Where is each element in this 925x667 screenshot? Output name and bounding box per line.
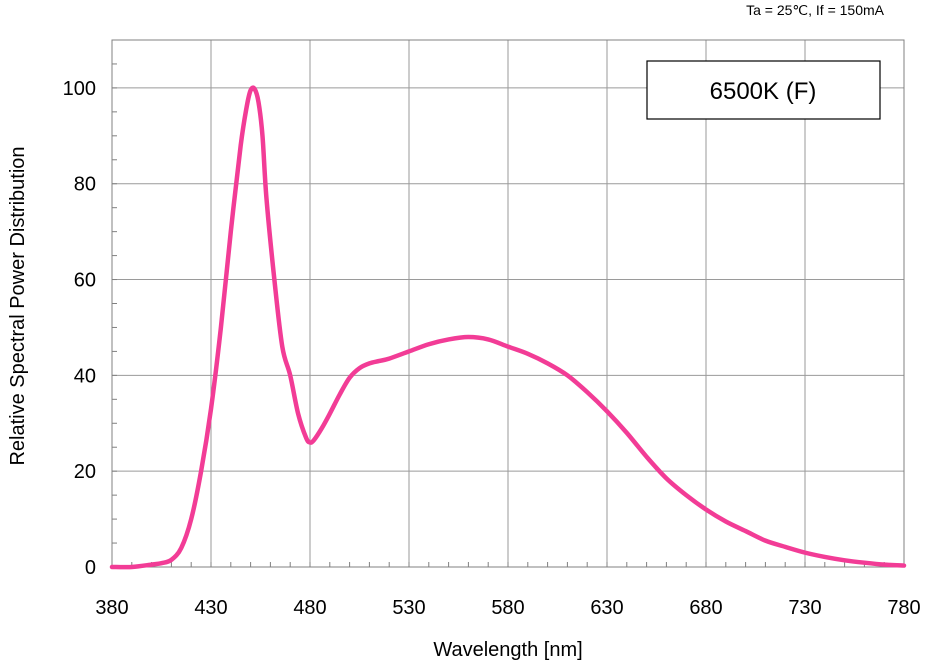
legend-box-frame [646, 60, 881, 120]
legend-box: 6500K (F) [646, 60, 881, 120]
x-tick-label: 580 [491, 597, 524, 619]
legend-box-label: 6500K (F) [710, 78, 817, 105]
y-tick-label: 60 [74, 270, 96, 292]
x-tick-label: 780 [887, 597, 920, 619]
x-tick-label: 630 [590, 597, 623, 619]
y-tick-label: 40 [74, 365, 96, 387]
x-tick-label: 430 [194, 597, 227, 619]
y-tick-label: 20 [74, 461, 96, 483]
x-tick-label: 480 [293, 597, 326, 619]
y-axis-label: Relative Spectral Power Distribution [7, 146, 29, 465]
series-layer [109, 85, 907, 570]
y-tick-label: 0 [85, 557, 96, 579]
x-tick-label: 380 [95, 597, 128, 619]
y-tick-labels: 0 20 40 60 80 100 [63, 78, 96, 579]
plot-border [111, 39, 905, 568]
conditions-label: Ta = 25℃, If = 150mA [746, 2, 885, 18]
x-tick-label: 530 [392, 597, 425, 619]
x-tick-label: 730 [788, 597, 821, 619]
x-axis-label: Wavelength [nm] [433, 639, 582, 661]
minor-ticks [111, 39, 905, 568]
y-tick-label: 80 [74, 174, 96, 196]
x-tick-label: 680 [689, 597, 722, 619]
x-tick-labels: 380 430 480 530 580 630 680 730 780 [95, 597, 920, 619]
y-tick-label: 100 [63, 78, 96, 100]
series-line [109, 85, 907, 570]
